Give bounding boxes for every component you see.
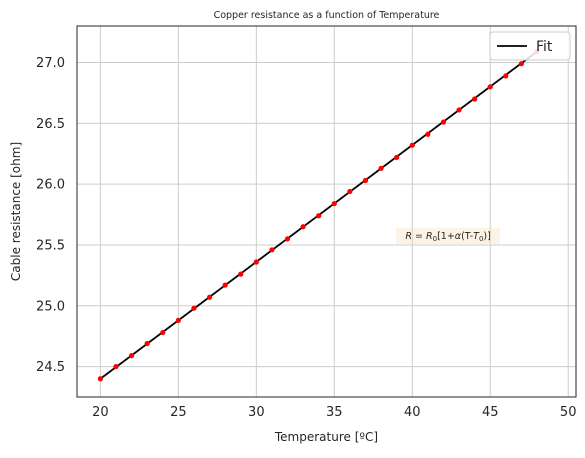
y-tick-label: 25.5 — [36, 238, 65, 253]
data-point — [378, 165, 384, 171]
data-point — [144, 340, 150, 347]
data-point — [316, 213, 322, 219]
annotation-text: R = R0[1+α(T-T0)] — [405, 231, 490, 243]
y-tick-label: 26.5 — [36, 117, 65, 132]
data-point — [440, 119, 447, 125]
data-point — [253, 259, 259, 265]
x-tick-label: 25 — [170, 405, 187, 420]
plot-frame — [76, 25, 577, 398]
data-point — [347, 188, 353, 195]
data-point — [284, 236, 291, 242]
data-point — [503, 73, 509, 79]
data-point — [362, 177, 369, 184]
data-point — [238, 271, 244, 277]
data-point — [128, 353, 135, 359]
x-tick-label: 30 — [248, 405, 265, 420]
legend-label-fit: Fit — [536, 39, 553, 55]
data-point — [472, 96, 478, 102]
data-point — [487, 84, 493, 90]
legend-box — [489, 31, 571, 61]
data-point — [269, 247, 275, 253]
data-point — [394, 154, 400, 160]
x-tick-label: 50 — [560, 405, 577, 420]
data-point — [300, 224, 306, 230]
annotation-box — [396, 227, 501, 244]
x-tick-label: 35 — [326, 405, 343, 420]
data-point — [175, 317, 181, 323]
data-point — [160, 329, 166, 336]
x-tick-label: 45 — [482, 405, 499, 420]
series-layer — [97, 48, 540, 382]
data-point — [191, 305, 197, 311]
x-ticks: 20 25 30 35 40 45 50 — [92, 405, 576, 420]
y-axis-label: Cable resistance [ohm] — [9, 142, 23, 281]
data-point — [222, 282, 228, 288]
data-point — [409, 142, 415, 148]
x-axis-label: Temperature [ºC] — [274, 430, 378, 444]
data-point — [331, 200, 337, 207]
y-ticks: 24.5 25.0 25.5 26.0 26.5 27.0 — [36, 56, 65, 375]
formula-annotation: R = R0[1+α(T-T0)] — [396, 227, 501, 244]
data-point — [97, 376, 103, 382]
x-tick-label: 20 — [92, 405, 109, 420]
data-point — [425, 131, 431, 137]
y-tick-label: 27.0 — [36, 56, 65, 71]
grid — [77, 26, 576, 397]
x-tick-label: 40 — [404, 405, 421, 420]
data-point — [456, 107, 462, 113]
data-point — [518, 61, 525, 67]
legend: Fit — [489, 31, 571, 61]
chart-title: Copper resistance as a function of Tempe… — [214, 10, 440, 21]
data-point — [206, 294, 213, 300]
y-tick-label: 25.0 — [36, 299, 65, 314]
y-tick-label: 26.0 — [36, 178, 65, 193]
data-point — [113, 363, 119, 370]
y-tick-label: 24.5 — [36, 360, 65, 375]
